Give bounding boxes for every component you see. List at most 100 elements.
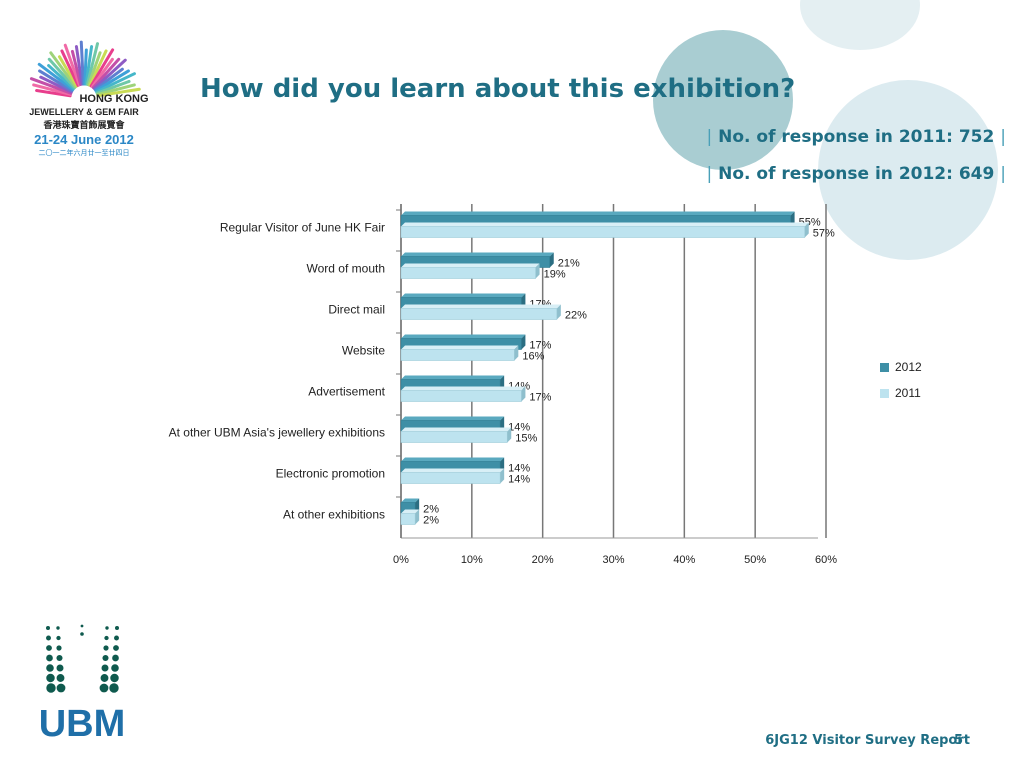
category-label: Electronic promotion: [276, 467, 385, 481]
fan-ray: [91, 57, 121, 90]
fan-ray: [74, 45, 84, 86]
ubm-dot: [103, 645, 109, 651]
bar-top-face: [401, 252, 554, 257]
fan-ray: [84, 45, 94, 86]
bar-top-face: [401, 468, 505, 473]
ubm-dot: [114, 635, 119, 641]
x-tick-label: 30%: [602, 554, 624, 566]
bar-top-face: [401, 211, 795, 216]
fair-logo-chinese: 香港珠寶首飾展覽會: [42, 119, 125, 131]
ubm-dot: [56, 664, 64, 672]
x-tick-label: 50%: [744, 554, 766, 566]
bar-side-face: [549, 252, 554, 268]
ubm-dot: [46, 683, 56, 693]
data-label-2011: 16%: [522, 351, 544, 363]
ubm-dot: [56, 645, 62, 651]
category-label: Advertisement: [308, 385, 385, 399]
bar-side-face: [415, 509, 420, 525]
bar-2011: [400, 513, 416, 525]
data-label-2012: 14%: [508, 422, 530, 434]
bar-top-face: [401, 427, 512, 432]
ubm-dot: [46, 673, 55, 683]
fan-ray: [96, 87, 141, 98]
bar-top-face: [401, 263, 540, 268]
page-number: 5: [954, 733, 964, 748]
data-label-2011: 57%: [813, 228, 835, 240]
bar-side-face: [507, 427, 512, 443]
response-count-2011: | No. of response in 2011: 752 |: [706, 127, 1006, 147]
fan-ray: [32, 83, 72, 96]
category-label: Word of mouth: [307, 262, 385, 276]
legend-swatch-2011: [880, 388, 889, 398]
fan-ray: [89, 48, 115, 88]
fan-ray: [47, 57, 77, 90]
bar-top-face: [401, 457, 505, 462]
bar-top-face: [401, 509, 420, 514]
ubm-dot: [56, 674, 65, 682]
footer-report-title: 6JG12 Visitor Survey Report: [765, 733, 970, 748]
fair-logo-dates: 21-24 June 2012: [34, 132, 134, 147]
fan-ray: [29, 77, 73, 95]
bar-top-face: [401, 386, 526, 391]
bar-side-face: [521, 386, 526, 402]
fair-logo: HONG KONG JEWELLERY & GEM FAIR 香港珠寶首飾展覽會…: [22, 20, 152, 170]
bar-top-face: [401, 416, 505, 421]
fan-ray: [35, 88, 72, 98]
decorative-circle-dark: [653, 30, 793, 170]
fan-ray: [92, 58, 127, 91]
fan-ray: [37, 62, 75, 92]
response-2012-text: No. of response in 2012: 649: [718, 164, 995, 184]
x-tick-label: 20%: [532, 554, 554, 566]
bar-side-face: [556, 304, 561, 320]
fan-ray: [95, 79, 131, 95]
bar-2011: [400, 349, 515, 361]
data-label-2011: 15%: [515, 433, 537, 445]
fan-ray: [94, 69, 130, 93]
fair-logo-line1: HONG KONG: [79, 93, 148, 105]
ubm-dot: [101, 664, 109, 672]
fan-ray: [83, 48, 88, 86]
slide-title: How did you learn about this exhibition?: [200, 74, 796, 104]
fan-ray: [47, 64, 76, 91]
fan-ray: [96, 83, 136, 96]
legend-swatch-2012: [880, 362, 889, 372]
fan-ray: [57, 55, 79, 88]
bar-2011: [400, 431, 508, 443]
ubm-dot: [112, 654, 119, 662]
ubm-dot: [109, 683, 119, 693]
bar-2011: [400, 308, 558, 320]
x-tick-label: 10%: [461, 554, 483, 566]
ubm-dot: [102, 654, 109, 662]
decorative-circle-large: [818, 80, 998, 260]
data-label-2011: 17%: [529, 392, 551, 404]
fair-logo-chinese-dates: 二〇一二年六月廿一至廿四日: [39, 148, 130, 157]
category-label: Regular Visitor of June HK Fair: [220, 221, 385, 235]
data-label-2011: 2%: [423, 515, 439, 527]
bar-top-face: [401, 222, 809, 227]
ubm-dot: [111, 664, 119, 672]
bar-side-face: [514, 345, 519, 361]
ubm-dot: [46, 664, 54, 672]
fan-ray: [49, 51, 78, 89]
ubm-dot: [113, 645, 119, 651]
fan-ray: [63, 43, 81, 87]
ubm-dot: [105, 626, 109, 630]
data-label-2011: 14%: [508, 474, 530, 486]
fan-ray: [95, 72, 136, 94]
legend-label-2012: 2012: [895, 360, 922, 374]
fair-logo-line2: JEWELLERY & GEM FAIR: [29, 107, 139, 117]
data-label-2012: 21%: [558, 258, 580, 270]
fan-ray: [79, 40, 85, 86]
fan-ray: [87, 51, 102, 87]
bar-top-face: [401, 345, 519, 350]
ubm-dot: [46, 645, 52, 651]
bar-top-face: [401, 498, 420, 503]
data-label-2011: 22%: [565, 310, 587, 322]
legend-label-2011: 2011: [895, 386, 921, 400]
fair-logo-fan-icon: HONG KONG JEWELLERY & GEM FAIR 香港珠寶首飾展覽會…: [29, 40, 149, 157]
category-label: Direct mail: [328, 303, 385, 317]
bar-top-face: [401, 334, 526, 339]
ubm-dot: [56, 683, 66, 693]
bar-top-face: [401, 293, 526, 298]
category-label: At other UBM Asia's jewellery exhibition…: [169, 426, 385, 440]
